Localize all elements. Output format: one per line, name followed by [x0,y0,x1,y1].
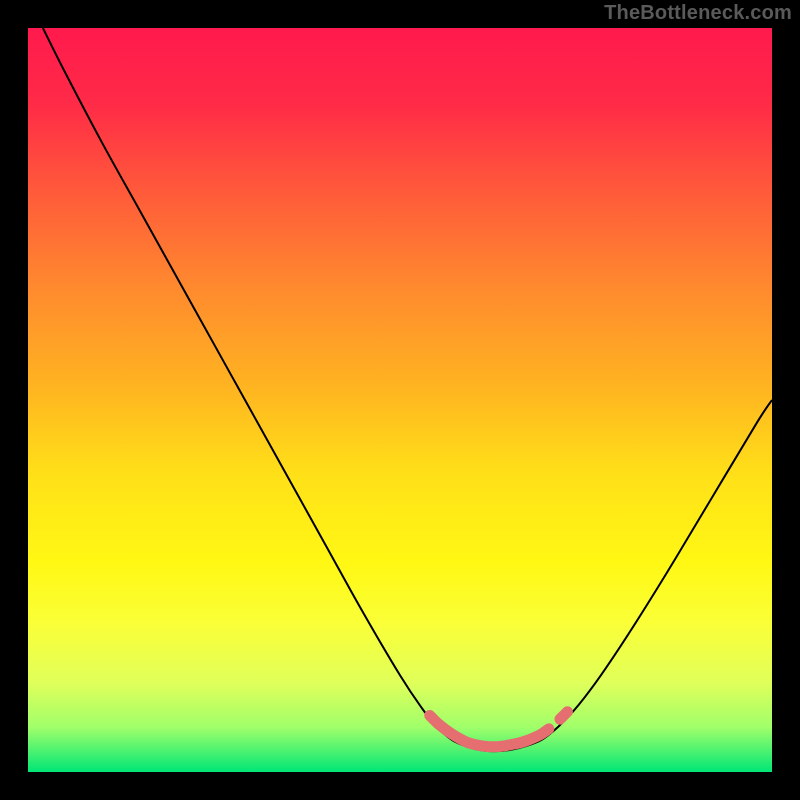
chart-container: TheBottleneck.com [0,0,800,800]
bottleneck-chart [0,0,800,800]
watermark-text: TheBottleneck.com [604,2,792,25]
marker-segment-1 [560,712,567,719]
plot-gradient [28,28,772,772]
